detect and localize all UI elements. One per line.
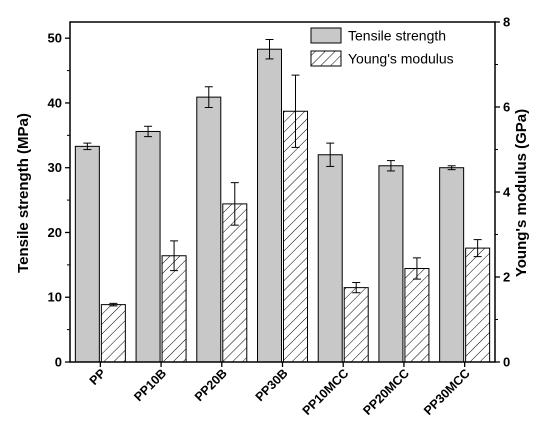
y-tick-label-left-10: 10 [48,290,62,305]
plot-frame [69,21,496,363]
modulus-bar-PP30MCC [465,247,491,363]
x-tick-label-PP30B: PP30B [253,366,291,404]
y-tick-label-left-20: 20 [48,225,62,240]
y-tick-label-right-0: 0 [503,355,510,370]
x-tick-label-PP20B: PP20B [192,366,230,404]
modulus-bar-PP20MCC [404,268,430,363]
tensile-bar-PP10B [135,130,161,363]
modulus-bar-PP30B [283,110,308,363]
tensile-bar-PP20MCC [378,165,404,363]
tensile-bar-PP30MCC [439,167,465,363]
bars-layer [74,38,491,363]
modulus-bar-PP [100,304,126,363]
y-tick-label-right-6: 6 [503,100,510,115]
y-tick-label-left-50: 50 [48,31,62,46]
y-axis-title-left: Tensile strength (MPa) [15,113,32,273]
y-tick-label-left-40: 40 [48,95,62,110]
y-axis-title-right: Young's modulus (GPa) [513,109,530,277]
tensile-bar-PP10MCC [317,154,343,363]
modulus-bar-PP20B [222,203,248,363]
y-tick-label-right-4: 4 [503,185,511,200]
tensile-bar-PP [74,145,100,363]
tensile-bar-PP20B [196,96,222,363]
legend-swatch-tensile [310,27,342,44]
x-tick-label-PP20MCC: PP20MCC [360,366,412,418]
x-tick-label-PP: PP [87,366,109,388]
tensile-bar-PP30B [257,48,282,363]
modulus-bar-PP10B [161,255,187,363]
legend-label-modulus: Young's modulus [348,51,454,67]
x-tick-label-PP30MCC: PP30MCC [421,366,473,418]
y-tick-label-right-8: 8 [503,15,510,30]
legend-label-tensile: Tensile strength [348,28,446,44]
y-tick-label-left-0: 0 [55,355,62,370]
x-tick-label-PP10MCC: PP10MCC [300,366,352,418]
legend: Tensile strength Young's modulus [310,27,454,67]
y-tick-label-left-30: 30 [48,160,62,175]
x-tick-label-PP10B: PP10B [131,366,169,404]
y-tick-label-right-2: 2 [503,270,510,285]
legend-swatch-modulus [310,50,342,67]
modulus-bar-PP10MCC [343,287,369,363]
